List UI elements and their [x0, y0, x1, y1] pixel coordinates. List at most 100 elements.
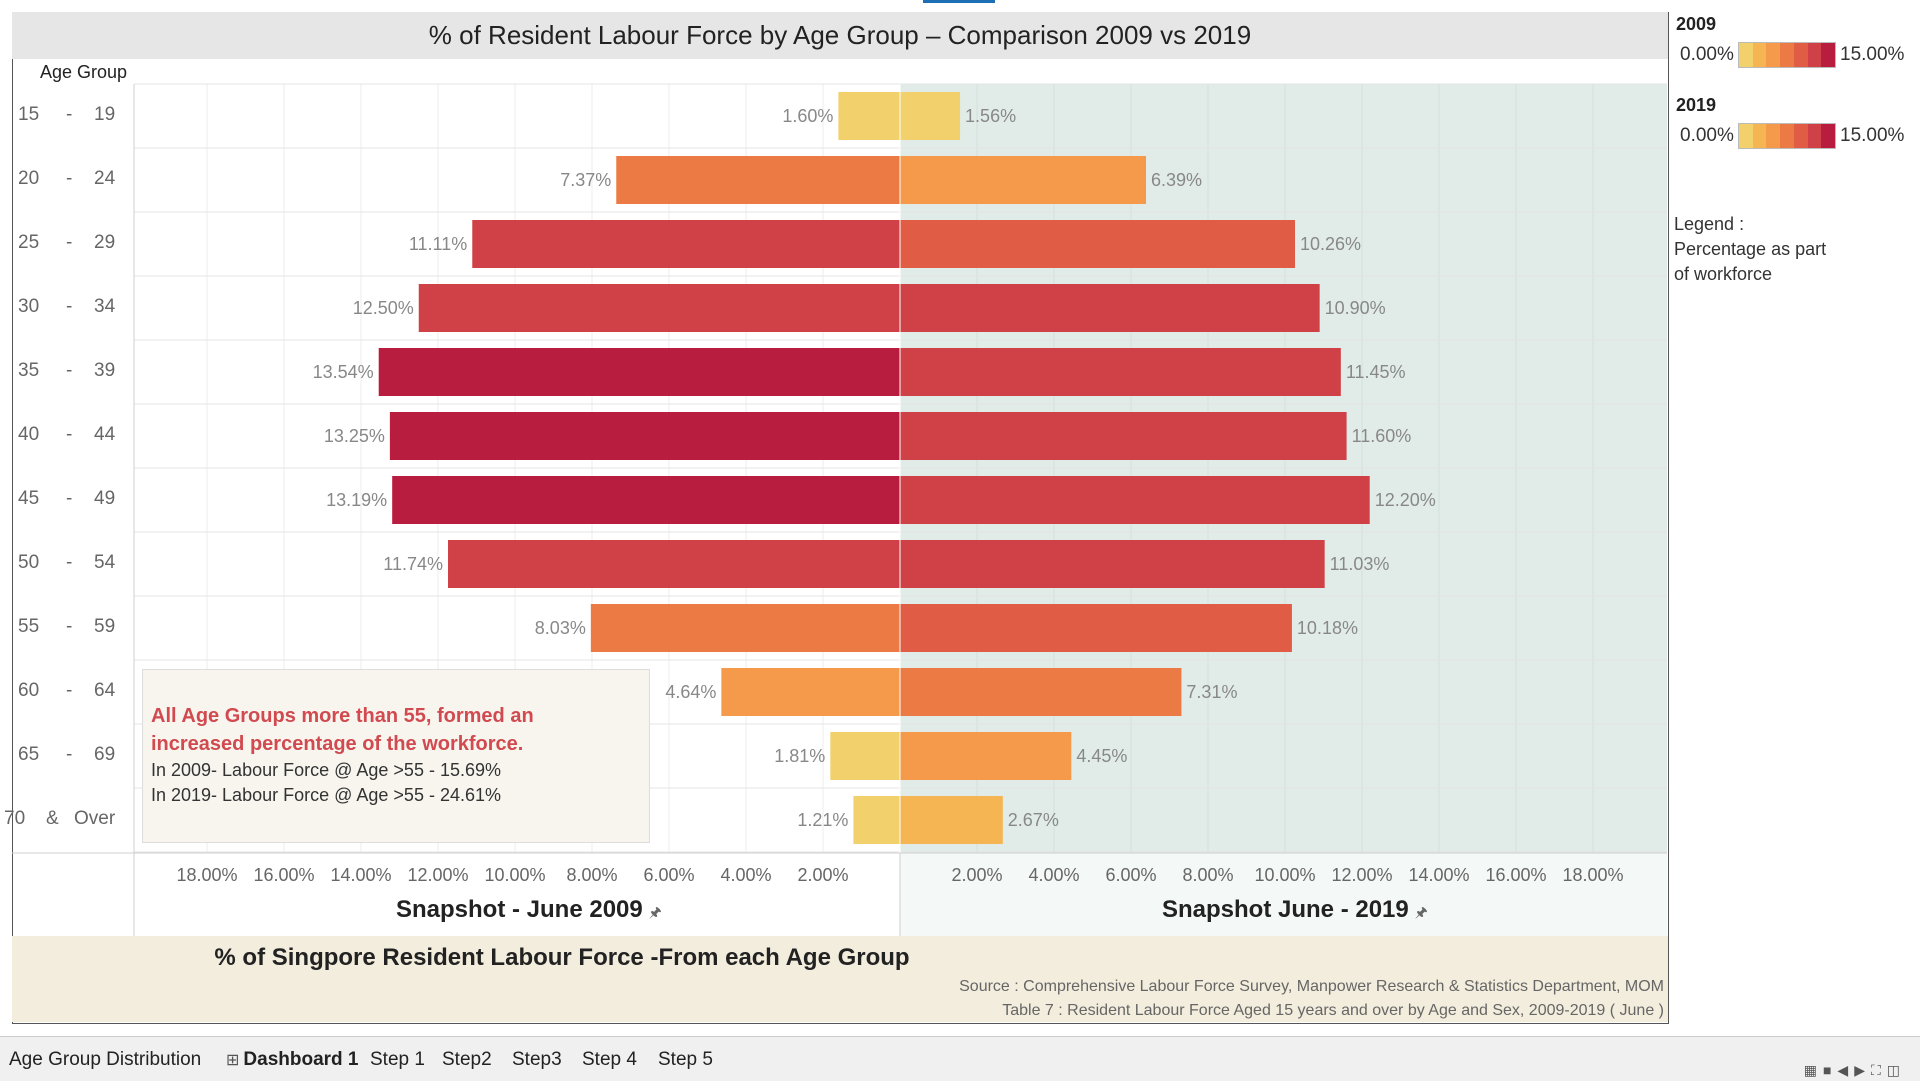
- legend-ramp-step: [1807, 43, 1822, 67]
- tab-step-3[interactable]: Step3: [512, 1049, 562, 1070]
- tab-step-5[interactable]: Step 5: [658, 1049, 713, 1070]
- bar-label-2019: 11.03%: [1330, 554, 1390, 574]
- tab-dashboard-1[interactable]: Dashboard 1: [226, 1049, 358, 1071]
- x-tick-left: 14.00%: [330, 865, 391, 885]
- age-group-end: 39: [94, 360, 116, 381]
- bar-label-2019: 10.26%: [1300, 234, 1361, 254]
- x-tick-left: 6.00%: [643, 865, 694, 885]
- footer-table-reference: Table 7 : Resident Labour Force Aged 15 …: [1002, 1002, 1664, 1019]
- tab-step-2[interactable]: Step2: [442, 1049, 492, 1070]
- x-tick-right: 8.00%: [1182, 865, 1233, 885]
- age-group-start: 15: [18, 104, 40, 125]
- age-group-start: 65: [18, 744, 40, 765]
- legend-2019-color-ramp: [1738, 123, 1836, 149]
- legend-note-line-2: of workforce: [1674, 264, 1773, 284]
- bar-label-2019: 11.60%: [1352, 426, 1412, 446]
- sheet-tab-bar: Age Group Distribution Dashboard 1 Step …: [0, 1036, 1920, 1081]
- bar-label-2009: 13.19%: [326, 490, 387, 510]
- legend-2019-max: 15.00%: [1840, 125, 1905, 146]
- right-panel-title: Snapshot June - 2019 🖈: [1162, 896, 1428, 926]
- x-tick-left: 16.00%: [253, 865, 314, 885]
- age-group-end: 69: [94, 744, 116, 765]
- bar-label-2019: 4.45%: [1076, 746, 1127, 766]
- x-tick-right: 14.00%: [1408, 865, 1469, 885]
- age-group-start: 50: [18, 552, 40, 573]
- sheet-navigation-icons[interactable]: ▦■◀▶⛶◫: [1803, 1062, 1906, 1078]
- x-tick-left: 8.00%: [566, 865, 617, 885]
- x-tick-right: 12.00%: [1331, 865, 1392, 885]
- age-group-end: 59: [94, 616, 116, 637]
- x-tick-left: 10.00%: [484, 865, 545, 885]
- bar-label-2009: 8.03%: [535, 618, 586, 638]
- legend-ramp-step: [1752, 124, 1767, 148]
- bar-label-2009: 11.11%: [409, 234, 467, 254]
- chart-title: % of Resident Labour Force by Age Group …: [12, 12, 1668, 59]
- legend-ramp-step: [1793, 124, 1808, 148]
- bar-label-2019: 6.39%: [1151, 170, 1202, 190]
- right-panel-title-text: Snapshot June - 2019: [1162, 896, 1409, 923]
- legend-ramp-step: [1780, 124, 1794, 148]
- legend-ramp-step: [1780, 43, 1794, 67]
- x-tick-left: 4.00%: [720, 865, 771, 885]
- annotation-line-2019: In 2019- Labour Force @ Age >55 - 24.61%: [151, 785, 501, 805]
- age-group-start: 45: [18, 488, 40, 509]
- bar-label-2009: 13.54%: [313, 362, 374, 382]
- footer-title: % of Singpore Resident Labour Force -Fro…: [214, 944, 910, 971]
- age-group-separator: -: [66, 680, 73, 701]
- pin-icon[interactable]: 🖈: [648, 904, 662, 920]
- left-panel-title: Snapshot - June 2009 🖈: [396, 896, 662, 926]
- annotation-box: All Age Groups more than 55, formed an i…: [142, 669, 650, 843]
- x-tick-right: 16.00%: [1485, 865, 1546, 885]
- age-group-start: 55: [18, 616, 40, 637]
- age-group-separator: -: [66, 616, 73, 637]
- age-group-end: 44: [94, 424, 116, 445]
- bar-label-2009: 11.74%: [383, 554, 443, 574]
- legend-ramp-step: [1821, 43, 1836, 67]
- tab-step-1[interactable]: Step 1: [370, 1049, 425, 1070]
- x-tick-right: 10.00%: [1254, 865, 1315, 885]
- age-group-end: 19: [94, 104, 116, 125]
- bar-2009: [830, 732, 900, 780]
- bar-2009: [418, 284, 900, 332]
- tab-step-4[interactable]: Step 4: [582, 1049, 637, 1070]
- annotation-line-2009: In 2009- Labour Force @ Age >55 - 15.69%: [151, 760, 501, 780]
- footer-source: Source : Comprehensive Labour Force Surv…: [959, 978, 1664, 995]
- bar-2019: [900, 412, 1347, 460]
- age-group-end: 34: [94, 296, 116, 317]
- bar-2019: [900, 732, 1072, 780]
- pin-icon[interactable]: 🖈: [1414, 904, 1428, 920]
- bar-label-2019: 2.67%: [1008, 810, 1059, 830]
- bar-label-2009: 4.64%: [665, 682, 716, 702]
- bar-label-2009: 12.50%: [353, 298, 414, 318]
- age-group-start: 70: [4, 808, 26, 829]
- age-group-separator: -: [66, 232, 73, 253]
- annotation-highlight-2: increased percentage of the workforce.: [151, 733, 524, 755]
- x-tick-right: 18.00%: [1562, 865, 1623, 885]
- legend-note-heading: Legend :: [1674, 214, 1745, 234]
- x-tick-left: 18.00%: [176, 865, 237, 885]
- bar-label-2019: 11.45%: [1346, 362, 1406, 382]
- legend-note-line-1: Percentage as part: [1674, 239, 1827, 259]
- bar-label-2009: 1.81%: [774, 746, 825, 766]
- right-axis-background: [900, 853, 1667, 936]
- bar-2019: [900, 604, 1292, 652]
- age-group-start: 60: [18, 680, 40, 701]
- bar-label-2009: 13.25%: [324, 426, 385, 446]
- tab-age-group-distribution[interactable]: Age Group Distribution: [9, 1049, 202, 1070]
- bar-label-2019: 10.18%: [1297, 618, 1358, 638]
- legend-ramp-step: [1766, 124, 1781, 148]
- bar-2019: [900, 156, 1147, 204]
- legend-ramp-step: [1739, 124, 1753, 148]
- legend-ramp-step: [1766, 43, 1781, 67]
- bar-2019: [900, 348, 1341, 396]
- age-group-separator: -: [66, 296, 73, 317]
- footer-panel: % of Singpore Resident Labour Force -Fro…: [12, 936, 1668, 1022]
- legend-ramp-step: [1752, 43, 1767, 67]
- bar-2009: [472, 220, 900, 268]
- legend-2019-title: 2019: [1676, 95, 1717, 115]
- age-group-separator: -: [66, 168, 73, 189]
- x-tick-left: 2.00%: [797, 865, 848, 885]
- age-group-end: 54: [94, 552, 116, 573]
- age-group-end: 64: [94, 680, 116, 701]
- age-group-end: Over: [74, 808, 116, 829]
